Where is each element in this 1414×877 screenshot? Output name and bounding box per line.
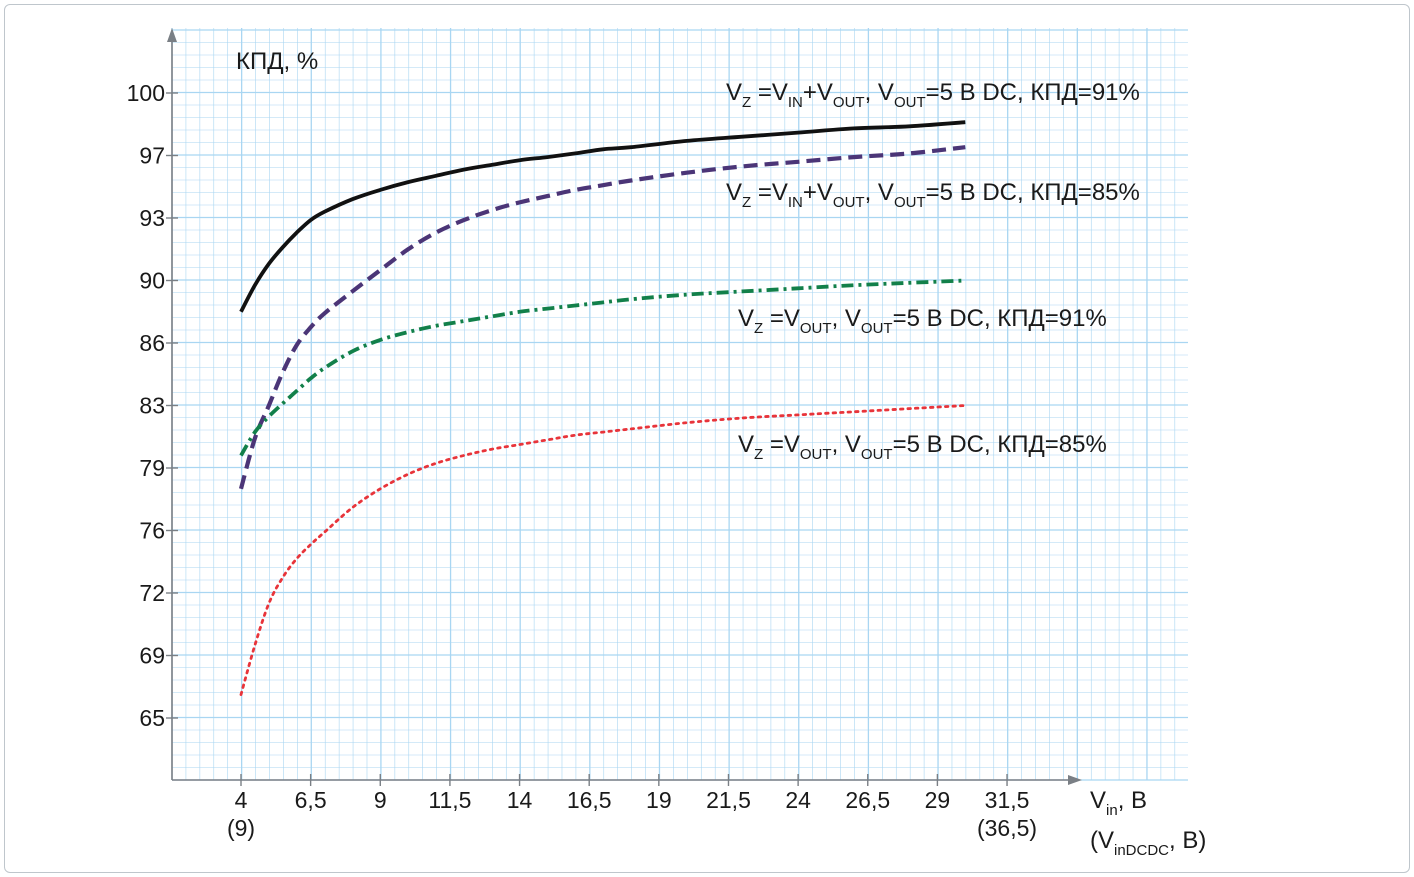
x-tick-label: 14 (507, 787, 533, 813)
y-tick-label: 93 (139, 205, 165, 231)
labels: VZ =VIN+VOUT, VOUT=5 В DC, КПД=91% VZ =VI… (236, 48, 1206, 859)
y-tick-label: 79 (139, 455, 165, 481)
y-tick-label: 76 (139, 518, 165, 544)
x-tick-label: 9 (374, 787, 387, 813)
y-axis-label: КПД, % (236, 48, 318, 75)
series-label-3: VZ =VOUT, VOUT=5 В DC, КПД=91% (738, 305, 1107, 337)
x-tick-secondary-label: (36,5) (977, 815, 1037, 841)
x-tick-label: 11,5 (428, 787, 471, 813)
y-tick-label: 69 (139, 643, 165, 669)
series-lines (238, 120, 967, 696)
x-tick-secondary-label: (9) (227, 815, 255, 841)
chart-frame (4, 4, 1410, 873)
x-tick-label: 16,5 (567, 787, 612, 813)
series-line-3 (239, 278, 966, 457)
series-label-2: VZ =VIN+VOUT, VOUT=5 В DC, КПД=85% (726, 179, 1140, 211)
grid (171, 28, 1188, 781)
y-tick-label: 97 (139, 143, 165, 169)
y-tick-label: 65 (139, 705, 165, 731)
series-label-4: VZ =VOUT, VOUT=5 В DC, КПД=85% (738, 431, 1107, 463)
x-tick-label: 19 (646, 787, 672, 813)
x-tick-label: 31,5 (985, 787, 1030, 813)
x-axis-label: Vin, В (1090, 787, 1147, 819)
x-tick-label: 4 (235, 787, 248, 813)
x-axis-arrow (1068, 775, 1082, 785)
x-tick-label: 29 (925, 787, 951, 813)
y-tick-label: 100 (127, 80, 165, 106)
series-line-4 (239, 404, 967, 696)
x-tick-label: 6,5 (295, 787, 327, 813)
x-tick-label: 26,5 (845, 787, 890, 813)
series-line-1 (239, 120, 966, 313)
y-ticks: 100 97 93 90 86 83 79 76 72 69 65 (127, 80, 178, 731)
x-axis-label-secondary: (VinDCDC, В) (1090, 827, 1206, 859)
y-tick-label: 86 (139, 330, 165, 356)
y-tick-label: 72 (139, 580, 165, 606)
series-line-2 (238, 145, 966, 490)
y-tick-label: 90 (139, 268, 165, 294)
y-axis-arrow (167, 28, 177, 42)
y-tick-label: 83 (139, 393, 165, 419)
x-ticks: 4 6,5 9 11,5 14 16,5 19 21,5 24 26,5 29 31,5 (9) (36,… (227, 774, 1037, 841)
series-label-1: VZ =VIN+VOUT, VOUT=5 В DC, КПД=91% (726, 79, 1140, 111)
x-tick-label: 21,5 (706, 787, 751, 813)
x-tick-label: 24 (785, 787, 811, 813)
